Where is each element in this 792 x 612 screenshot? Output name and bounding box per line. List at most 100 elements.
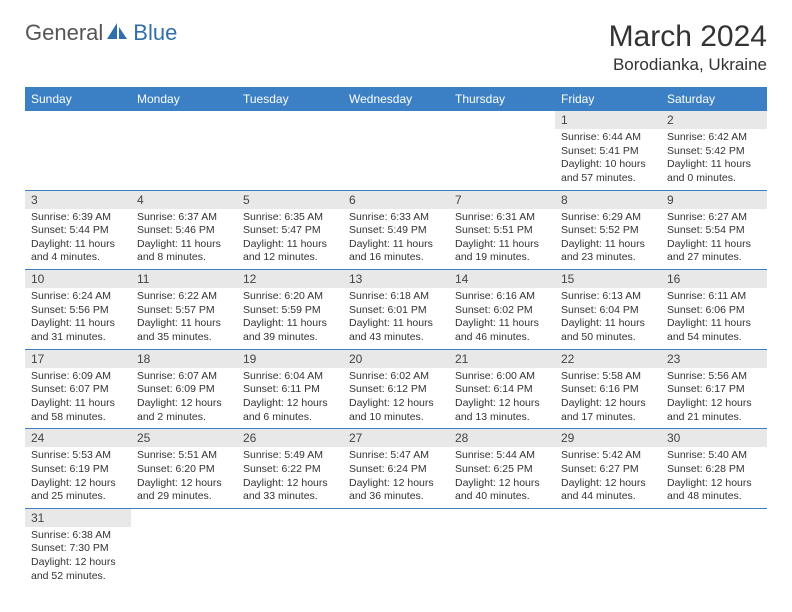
weekday-header: Thursday — [449, 87, 555, 111]
sunrise-text: Sunrise: 6:22 AM — [137, 290, 231, 304]
calendar-cell: 22Sunrise: 5:58 AMSunset: 6:16 PMDayligh… — [555, 349, 661, 429]
day-details: Sunrise: 5:53 AMSunset: 6:19 PMDaylight:… — [25, 447, 131, 508]
daylight-text-1: Daylight: 11 hours — [137, 317, 231, 331]
day-details: Sunrise: 6:07 AMSunset: 6:09 PMDaylight:… — [131, 368, 237, 429]
day-number: 4 — [131, 191, 237, 209]
calendar-cell-empty — [237, 508, 343, 587]
daylight-text-2: and 12 minutes. — [243, 251, 337, 265]
daylight-text-1: Daylight: 12 hours — [137, 477, 231, 491]
sunset-text: Sunset: 6:27 PM — [561, 463, 655, 477]
day-number: 25 — [131, 429, 237, 447]
daylight-text-2: and 16 minutes. — [349, 251, 443, 265]
daylight-text-1: Daylight: 11 hours — [455, 238, 549, 252]
calendar-cell-empty — [449, 508, 555, 587]
daylight-text-2: and 36 minutes. — [349, 490, 443, 504]
sunset-text: Sunset: 5:49 PM — [349, 224, 443, 238]
daylight-text-2: and 40 minutes. — [455, 490, 549, 504]
sunset-text: Sunset: 5:42 PM — [667, 145, 761, 159]
sunrise-text: Sunrise: 6:35 AM — [243, 211, 337, 225]
sunset-text: Sunset: 6:14 PM — [455, 383, 549, 397]
sunrise-text: Sunrise: 5:58 AM — [561, 370, 655, 384]
daylight-text-2: and 46 minutes. — [455, 331, 549, 345]
calendar-cell: 16Sunrise: 6:11 AMSunset: 6:06 PMDayligh… — [661, 270, 767, 350]
calendar-cell: 17Sunrise: 6:09 AMSunset: 6:07 PMDayligh… — [25, 349, 131, 429]
calendar-row: 24Sunrise: 5:53 AMSunset: 6:19 PMDayligh… — [25, 429, 767, 509]
day-details: Sunrise: 6:22 AMSunset: 5:57 PMDaylight:… — [131, 288, 237, 349]
calendar-cell: 2Sunrise: 6:42 AMSunset: 5:42 PMDaylight… — [661, 111, 767, 190]
day-number: 17 — [25, 350, 131, 368]
sunset-text: Sunset: 7:30 PM — [31, 542, 125, 556]
daylight-text-1: Daylight: 11 hours — [31, 317, 125, 331]
sunrise-text: Sunrise: 5:53 AM — [31, 449, 125, 463]
day-number: 5 — [237, 191, 343, 209]
sunrise-text: Sunrise: 6:11 AM — [667, 290, 761, 304]
calendar-cell: 11Sunrise: 6:22 AMSunset: 5:57 PMDayligh… — [131, 270, 237, 350]
calendar-cell: 27Sunrise: 5:47 AMSunset: 6:24 PMDayligh… — [343, 429, 449, 509]
daylight-text-2: and 21 minutes. — [667, 411, 761, 425]
calendar-cell: 8Sunrise: 6:29 AMSunset: 5:52 PMDaylight… — [555, 190, 661, 270]
weekday-header: Sunday — [25, 87, 131, 111]
weekday-header: Monday — [131, 87, 237, 111]
sunset-text: Sunset: 6:04 PM — [561, 304, 655, 318]
sunset-text: Sunset: 5:54 PM — [667, 224, 761, 238]
sunrise-text: Sunrise: 6:31 AM — [455, 211, 549, 225]
sunset-text: Sunset: 5:41 PM — [561, 145, 655, 159]
daylight-text-1: Daylight: 12 hours — [455, 397, 549, 411]
calendar-cell: 30Sunrise: 5:40 AMSunset: 6:28 PMDayligh… — [661, 429, 767, 509]
sunset-text: Sunset: 6:28 PM — [667, 463, 761, 477]
calendar-cell: 13Sunrise: 6:18 AMSunset: 6:01 PMDayligh… — [343, 270, 449, 350]
day-details: Sunrise: 5:42 AMSunset: 6:27 PMDaylight:… — [555, 447, 661, 508]
weekday-header: Friday — [555, 87, 661, 111]
day-number: 14 — [449, 270, 555, 288]
day-details: Sunrise: 6:27 AMSunset: 5:54 PMDaylight:… — [661, 209, 767, 270]
daylight-text-2: and 39 minutes. — [243, 331, 337, 345]
calendar-row: 1Sunrise: 6:44 AMSunset: 5:41 PMDaylight… — [25, 111, 767, 190]
day-number: 11 — [131, 270, 237, 288]
day-number: 22 — [555, 350, 661, 368]
daylight-text-2: and 57 minutes. — [561, 172, 655, 186]
sunset-text: Sunset: 6:01 PM — [349, 304, 443, 318]
calendar-cell: 18Sunrise: 6:07 AMSunset: 6:09 PMDayligh… — [131, 349, 237, 429]
daylight-text-2: and 25 minutes. — [31, 490, 125, 504]
daylight-text-2: and 6 minutes. — [243, 411, 337, 425]
sunrise-text: Sunrise: 6:38 AM — [31, 529, 125, 543]
weekday-header: Saturday — [661, 87, 767, 111]
sunset-text: Sunset: 6:19 PM — [31, 463, 125, 477]
daylight-text-1: Daylight: 12 hours — [561, 477, 655, 491]
day-number: 3 — [25, 191, 131, 209]
day-number: 24 — [25, 429, 131, 447]
day-details: Sunrise: 6:35 AMSunset: 5:47 PMDaylight:… — [237, 209, 343, 270]
calendar-table: SundayMondayTuesdayWednesdayThursdayFrid… — [25, 87, 767, 587]
daylight-text-2: and 44 minutes. — [561, 490, 655, 504]
sunset-text: Sunset: 6:22 PM — [243, 463, 337, 477]
sunrise-text: Sunrise: 5:51 AM — [137, 449, 231, 463]
daylight-text-1: Daylight: 12 hours — [31, 556, 125, 570]
daylight-text-1: Daylight: 11 hours — [137, 238, 231, 252]
calendar-cell-empty — [449, 111, 555, 190]
sunset-text: Sunset: 6:09 PM — [137, 383, 231, 397]
daylight-text-1: Daylight: 12 hours — [667, 397, 761, 411]
daylight-text-2: and 4 minutes. — [31, 251, 125, 265]
calendar-cell: 20Sunrise: 6:02 AMSunset: 6:12 PMDayligh… — [343, 349, 449, 429]
day-number: 28 — [449, 429, 555, 447]
calendar-cell-empty — [131, 111, 237, 190]
sunset-text: Sunset: 6:12 PM — [349, 383, 443, 397]
calendar-body: 1Sunrise: 6:44 AMSunset: 5:41 PMDaylight… — [25, 111, 767, 587]
daylight-text-1: Daylight: 11 hours — [667, 158, 761, 172]
day-details: Sunrise: 6:24 AMSunset: 5:56 PMDaylight:… — [25, 288, 131, 349]
day-number: 12 — [237, 270, 343, 288]
sunset-text: Sunset: 5:44 PM — [31, 224, 125, 238]
day-details: Sunrise: 6:38 AMSunset: 7:30 PMDaylight:… — [25, 527, 131, 588]
day-number: 26 — [237, 429, 343, 447]
sunrise-text: Sunrise: 5:49 AM — [243, 449, 337, 463]
daylight-text-2: and 58 minutes. — [31, 411, 125, 425]
brand-text-blue: Blue — [133, 20, 177, 46]
sunrise-text: Sunrise: 5:56 AM — [667, 370, 761, 384]
sunrise-text: Sunrise: 6:44 AM — [561, 131, 655, 145]
day-number: 9 — [661, 191, 767, 209]
calendar-cell: 29Sunrise: 5:42 AMSunset: 6:27 PMDayligh… — [555, 429, 661, 509]
daylight-text-1: Daylight: 11 hours — [667, 238, 761, 252]
sunset-text: Sunset: 6:24 PM — [349, 463, 443, 477]
sunset-text: Sunset: 6:07 PM — [31, 383, 125, 397]
calendar-cell: 10Sunrise: 6:24 AMSunset: 5:56 PMDayligh… — [25, 270, 131, 350]
